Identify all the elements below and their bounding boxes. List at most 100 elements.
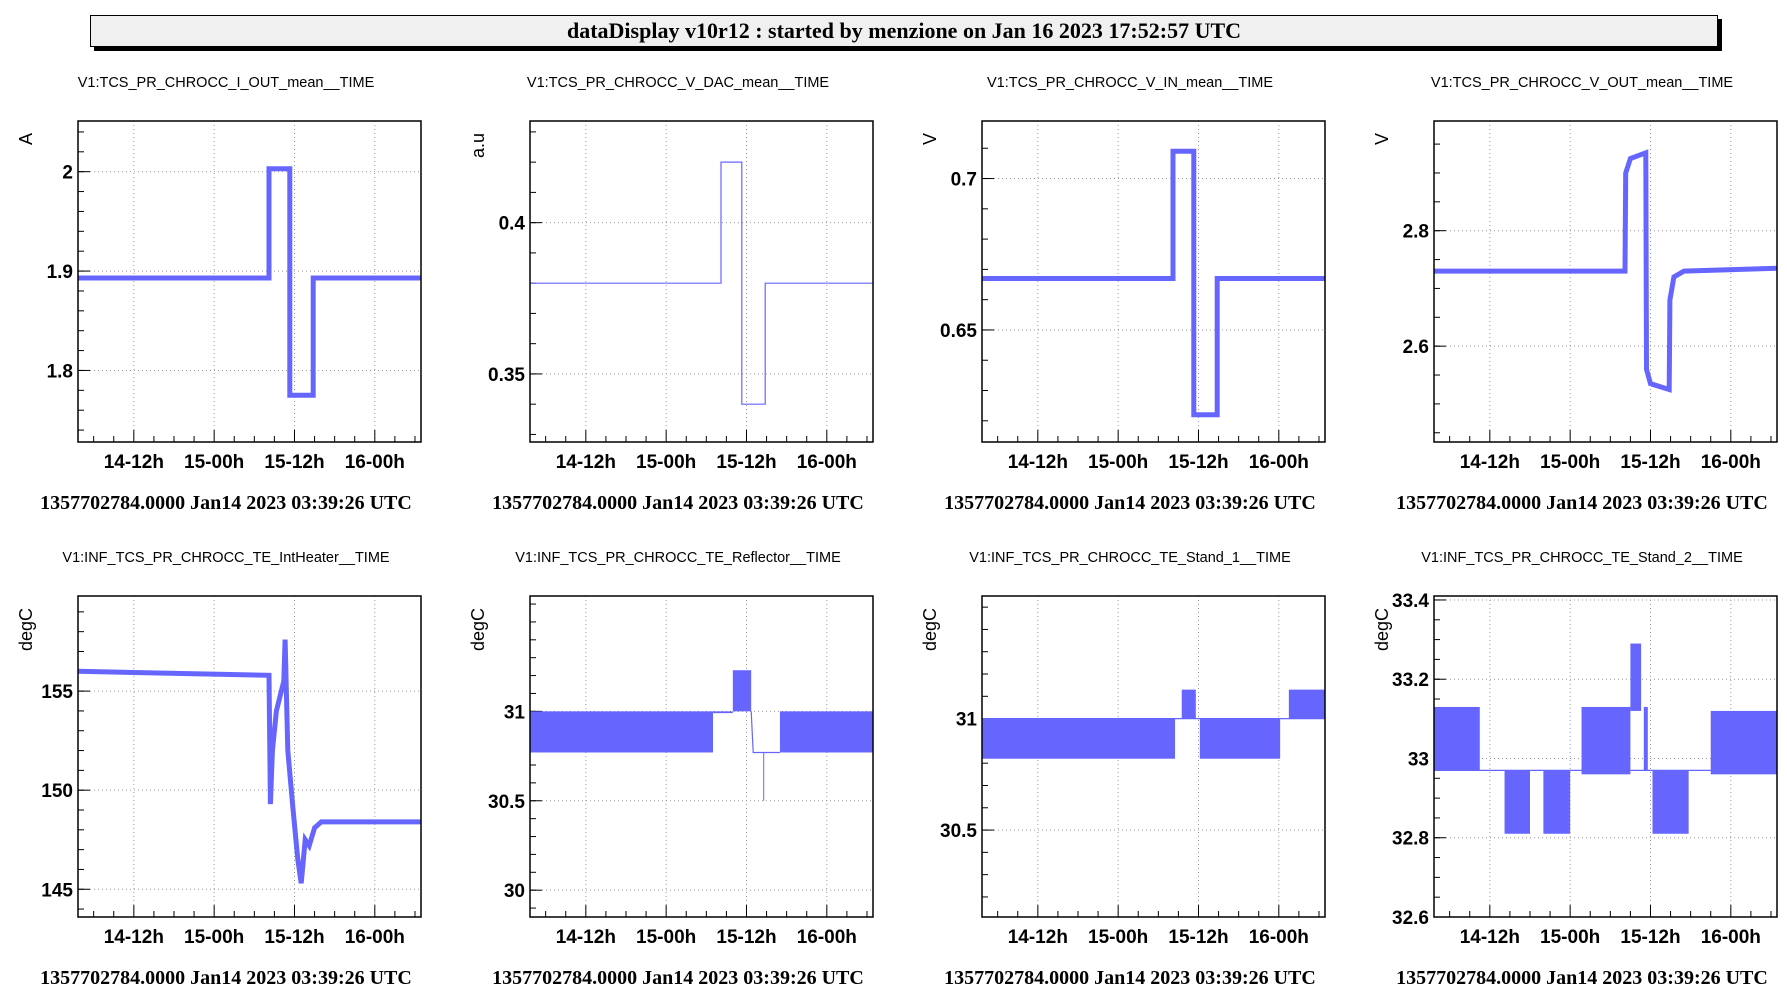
chart-svg: 14-12h 15-00h 15-12h 16-00h 30.5 31 degC bbox=[920, 595, 1326, 948]
data-band bbox=[1434, 706, 1480, 771]
plot-frame bbox=[981, 120, 1326, 443]
data-band bbox=[1543, 770, 1571, 834]
data-series-line bbox=[78, 166, 421, 398]
x-tick-label: 15-12h bbox=[716, 927, 776, 948]
y-tick-label: 150 bbox=[41, 781, 73, 802]
y-tick-label: 0.4 bbox=[499, 214, 526, 235]
y-tick-label: 32.8 bbox=[1392, 829, 1429, 850]
x-tick-label: 14-12h bbox=[556, 927, 616, 948]
y-tick-label: 2 bbox=[62, 163, 73, 184]
x-tick-label: 15-00h bbox=[636, 927, 696, 948]
chart-panel: V1:TCS_PR_CHROCC_V_IN_mean__TIME 13577027… bbox=[904, 55, 1356, 530]
chart-title: V1:TCS_PR_CHROCC_V_OUT_mean__TIME bbox=[1430, 75, 1734, 91]
x-tick-label: 15-12h bbox=[264, 452, 324, 473]
y-tick-label: 31 bbox=[956, 710, 978, 731]
chart-svg: 14-12h 15-00h 15-12h 16-00h 145 150 155 degC bbox=[16, 595, 422, 948]
chart-footer-timestamp: 1357702784.0000 Jan14 2023 03:39:26 UTC bbox=[40, 492, 412, 514]
chart-title: V1:TCS_PR_CHROCC_V_DAC_mean__TIME bbox=[526, 75, 830, 91]
chart-footer-timestamp: 1357702784.0000 Jan14 2023 03:39:26 UTC bbox=[492, 967, 864, 989]
y-axis-label: A bbox=[16, 133, 36, 145]
y-tick-label: 33 bbox=[1408, 749, 1429, 770]
plot-frame bbox=[77, 595, 422, 918]
data-band bbox=[982, 718, 1176, 759]
data-series-line bbox=[1434, 149, 1778, 393]
plot-frame bbox=[529, 120, 874, 443]
x-tick-label: 15-00h bbox=[1088, 927, 1148, 948]
data-band bbox=[1652, 770, 1689, 834]
y-tick-label: 30.5 bbox=[940, 821, 977, 842]
y-axis-label: degC bbox=[16, 608, 36, 651]
x-tick-label: 15-12h bbox=[264, 927, 324, 948]
data-band bbox=[1643, 706, 1648, 771]
data-series-line bbox=[982, 148, 1325, 418]
x-tick-label: 15-00h bbox=[1540, 927, 1600, 948]
y-tick-label: 1.9 bbox=[47, 262, 73, 283]
x-tick-label: 14-12h bbox=[1008, 452, 1068, 473]
chart-svg: 14-12h 15-00h 15-12h 16-00h 0.65 0.7 V bbox=[920, 120, 1326, 473]
y-tick-label: 145 bbox=[41, 880, 73, 901]
chart-svg: 14-12h 15-00h 15-12h 16-00h 32.6 32.8 33 33.2 33… bbox=[1372, 591, 1778, 948]
x-tick-label: 15-12h bbox=[1168, 927, 1228, 948]
data-band bbox=[1504, 770, 1530, 834]
data-band bbox=[763, 752, 765, 801]
x-tick-label: 16-00h bbox=[1249, 927, 1309, 948]
data-series-line bbox=[750, 711, 780, 754]
x-tick-label: 14-12h bbox=[1008, 927, 1068, 948]
x-tick-label: 16-00h bbox=[345, 452, 405, 473]
x-tick-label: 15-12h bbox=[1168, 452, 1228, 473]
chart-footer-timestamp: 1357702784.0000 Jan14 2023 03:39:26 UTC bbox=[1396, 967, 1768, 989]
chart-panel: V1:INF_TCS_PR_CHROCC_TE_IntHeater__TIME 1… bbox=[0, 530, 452, 1005]
y-axis-label: a.u bbox=[468, 133, 488, 158]
plot-frame bbox=[981, 595, 1326, 918]
chart-panel: V1:TCS_PR_CHROCC_V_OUT_mean__TIME 1357702… bbox=[1356, 55, 1787, 530]
y-axis-label: degC bbox=[1372, 608, 1392, 651]
x-tick-label: 14-12h bbox=[1460, 927, 1520, 948]
y-tick-label: 155 bbox=[41, 682, 73, 703]
data-band bbox=[1199, 718, 1281, 759]
x-tick-label: 14-12h bbox=[104, 927, 164, 948]
x-tick-label: 16-00h bbox=[797, 452, 857, 473]
chart-svg: 14-12h 15-00h 15-12h 16-00h 0.35 0.4 a.u bbox=[468, 120, 874, 473]
chart-svg: 14-12h 15-00h 15-12h 16-00h 1.8 1.9 2 A bbox=[16, 120, 422, 473]
data-series-line bbox=[77, 639, 421, 884]
x-tick-label: 15-00h bbox=[636, 452, 696, 473]
chart-footer-timestamp: 1357702784.0000 Jan14 2023 03:39:26 UTC bbox=[1396, 492, 1768, 514]
x-tick-label: 15-12h bbox=[716, 452, 776, 473]
x-tick-label: 16-00h bbox=[797, 927, 857, 948]
data-band bbox=[732, 670, 752, 712]
x-tick-label: 15-12h bbox=[1620, 927, 1680, 948]
chart-panel: V1:INF_TCS_PR_CHROCC_TE_Stand_1__TIME 135… bbox=[904, 530, 1356, 1005]
y-tick-label: 1.8 bbox=[47, 361, 73, 382]
data-band bbox=[1710, 710, 1777, 775]
x-tick-label: 14-12h bbox=[556, 452, 616, 473]
data-band bbox=[713, 711, 733, 714]
x-tick-label: 16-00h bbox=[1249, 452, 1309, 473]
plot-frame bbox=[1433, 120, 1778, 443]
chart-title: V1:INF_TCS_PR_CHROCC_TE_Reflector__TIME bbox=[515, 550, 841, 566]
y-axis-label: V bbox=[920, 133, 940, 145]
x-tick-label: 15-00h bbox=[184, 452, 244, 473]
x-tick-label: 15-12h bbox=[1620, 452, 1680, 473]
chart-title: V1:INF_TCS_PR_CHROCC_TE_Stand_1__TIME bbox=[969, 550, 1291, 566]
chart-panel: V1:TCS_PR_CHROCC_V_DAC_mean__TIME 1357702… bbox=[452, 55, 904, 530]
chart-title: V1:INF_TCS_PR_CHROCC_TE_Stand_2__TIME bbox=[1421, 550, 1743, 566]
data-band bbox=[530, 711, 714, 753]
x-tick-label: 14-12h bbox=[104, 452, 164, 473]
data-series-line bbox=[530, 161, 873, 405]
y-tick-label: 2.8 bbox=[1403, 222, 1429, 243]
data-band bbox=[779, 711, 873, 753]
y-tick-label: 33.2 bbox=[1392, 670, 1429, 691]
chart-title: V1:TCS_PR_CHROCC_V_IN_mean__TIME bbox=[986, 75, 1274, 91]
y-axis-label: degC bbox=[468, 608, 488, 651]
x-tick-label: 15-00h bbox=[184, 927, 244, 948]
data-band bbox=[1630, 643, 1642, 711]
chart-svg: 14-12h 15-00h 15-12h 16-00h 30 30.5 31 degC bbox=[468, 595, 874, 948]
plot-frame bbox=[1433, 595, 1778, 918]
y-tick-label: 32.6 bbox=[1392, 908, 1429, 929]
data-band bbox=[1181, 689, 1196, 719]
y-tick-label: 0.65 bbox=[940, 321, 977, 342]
x-tick-label: 16-00h bbox=[345, 927, 405, 948]
chart-footer-timestamp: 1357702784.0000 Jan14 2023 03:39:26 UTC bbox=[40, 967, 412, 989]
y-tick-label: 0.7 bbox=[951, 170, 977, 191]
plot-frame bbox=[77, 120, 422, 443]
